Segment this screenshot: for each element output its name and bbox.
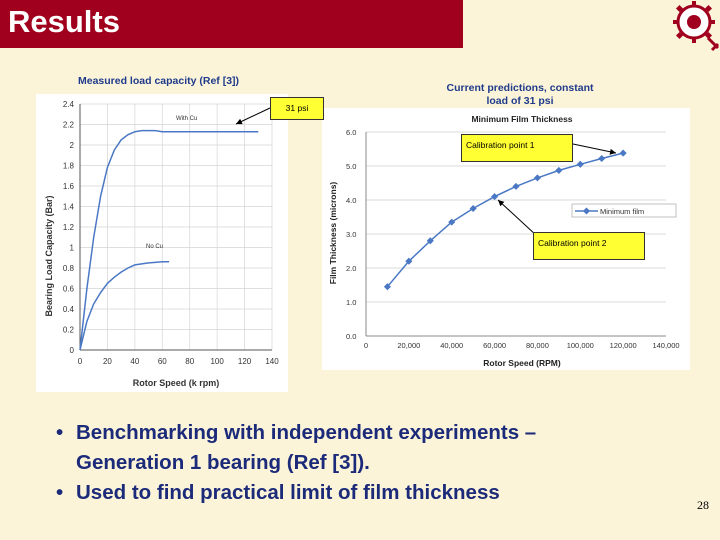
right-y-tick-label: 0.0: [346, 332, 356, 341]
right-chart-title: Minimum Film Thickness: [471, 114, 572, 124]
right-y-tick-label: 3.0: [346, 230, 356, 239]
bullet-list: • Benchmarking with independent experime…: [56, 418, 676, 508]
left-x-tick-label: 60: [158, 357, 167, 366]
left-y-tick-label: 0.6: [63, 285, 75, 294]
bullet-dot-icon: •: [56, 421, 64, 444]
left-y-axis-label: Bearing Load Capacity (Bar): [44, 195, 54, 316]
right-x-tick-label: 20,000: [397, 341, 420, 350]
right-y-tick-label: 5.0: [346, 162, 356, 171]
right-data-point: [598, 154, 606, 163]
right-y-tick-label: 1.0: [346, 298, 356, 307]
left-y-tick-label: 2: [70, 141, 75, 150]
callout-calibration-point-2: Calibration point 2: [533, 232, 645, 260]
right-x-tick-label: 120,000: [610, 341, 637, 350]
right-data-point: [512, 182, 520, 190]
right-x-tick-label: 60,000: [483, 341, 506, 350]
right-series-line: [386, 152, 624, 288]
left-x-tick-label: 140: [265, 357, 279, 366]
title-bar: [0, 0, 463, 48]
right-figure-caption-line1: Current predictions, constant: [446, 82, 594, 94]
load-capacity-chart: 0 0.2 0.4 0.6 0.8 1 1.2 1.4 1.6 1.8 2 2.2 2.4 0 20 40 60…: [36, 94, 288, 392]
left-y-tick-label: 0.4: [63, 305, 75, 314]
right-y-tick-label: 6.0: [346, 128, 356, 137]
left-y-tick-label: 1: [70, 244, 75, 253]
left-x-tick-label: 80: [185, 357, 194, 366]
left-y-tick-label: 1.2: [63, 223, 75, 232]
bullet-item: • Benchmarking with independent experime…: [56, 418, 676, 478]
bullet-item: • Used to find practical limit of film t…: [56, 478, 676, 508]
left-figure-caption: Measured load capacity (Ref [3]): [78, 75, 240, 87]
left-series-line-1: [79, 261, 170, 351]
right-figure-caption-line2: load of 31 psi: [486, 95, 554, 107]
right-x-tick-label: 40,000: [440, 341, 463, 350]
right-x-tick-label: 140,000: [652, 341, 679, 350]
left-x-tick-label: 20: [103, 357, 112, 366]
legend: Minimum film: [571, 203, 677, 218]
bullet-text-continued: Generation 1 bearing (Ref [3]).: [76, 451, 370, 474]
university-logo-icon: [673, 1, 720, 52]
annotation-no-cu: No Cu: [146, 244, 163, 250]
annotation-with-cu: With Cu: [176, 116, 197, 122]
bullet-text: Used to find practical limit of film thi…: [76, 481, 500, 504]
left-x-tick-label: 120: [238, 357, 252, 366]
callout-calibration-point-1: Calibration point 1: [461, 134, 573, 162]
right-x-tick-label: 100,000: [567, 341, 594, 350]
left-y-tick-label: 1.8: [63, 162, 75, 171]
slide-title: Results: [8, 4, 120, 39]
right-x-tick-label: 0: [364, 341, 368, 350]
right-y-tick-label: 2.0: [346, 264, 356, 273]
callout-31-psi: 31 psi: [270, 97, 324, 120]
left-y-tick-label: 1.6: [63, 182, 75, 191]
left-y-tick-label: 2.2: [63, 121, 75, 130]
bullet-text: Benchmarking with independent experiment…: [76, 421, 537, 444]
right-y-tick-label: 4.0: [346, 196, 356, 205]
legend-entry-minimum-film: Minimum film: [600, 207, 644, 216]
right-data-point: [469, 204, 477, 213]
left-x-tick-label: 100: [210, 357, 224, 366]
left-x-axis-label: Rotor Speed (k rpm): [133, 378, 220, 388]
left-y-tick-label: 0.2: [63, 326, 75, 335]
left-x-tick-label: 40: [130, 357, 139, 366]
left-y-tick-label: 0: [70, 346, 75, 355]
right-x-tick-label: 80,000: [526, 341, 549, 350]
left-x-tick-label: 0: [78, 357, 83, 366]
page-number: 28: [697, 498, 709, 512]
left-y-tick-label: 0.8: [63, 264, 75, 273]
right-data-point: [426, 237, 434, 245]
left-series-line-0: [79, 129, 259, 351]
bullet-dot-icon: •: [56, 481, 64, 504]
left-y-tick-label: 2.4: [63, 100, 75, 109]
left-y-tick-label: 1.4: [63, 203, 75, 212]
right-y-axis-label: Film Thickness (microns): [328, 182, 338, 285]
right-x-axis-label: Rotor Speed (RPM): [483, 358, 561, 368]
